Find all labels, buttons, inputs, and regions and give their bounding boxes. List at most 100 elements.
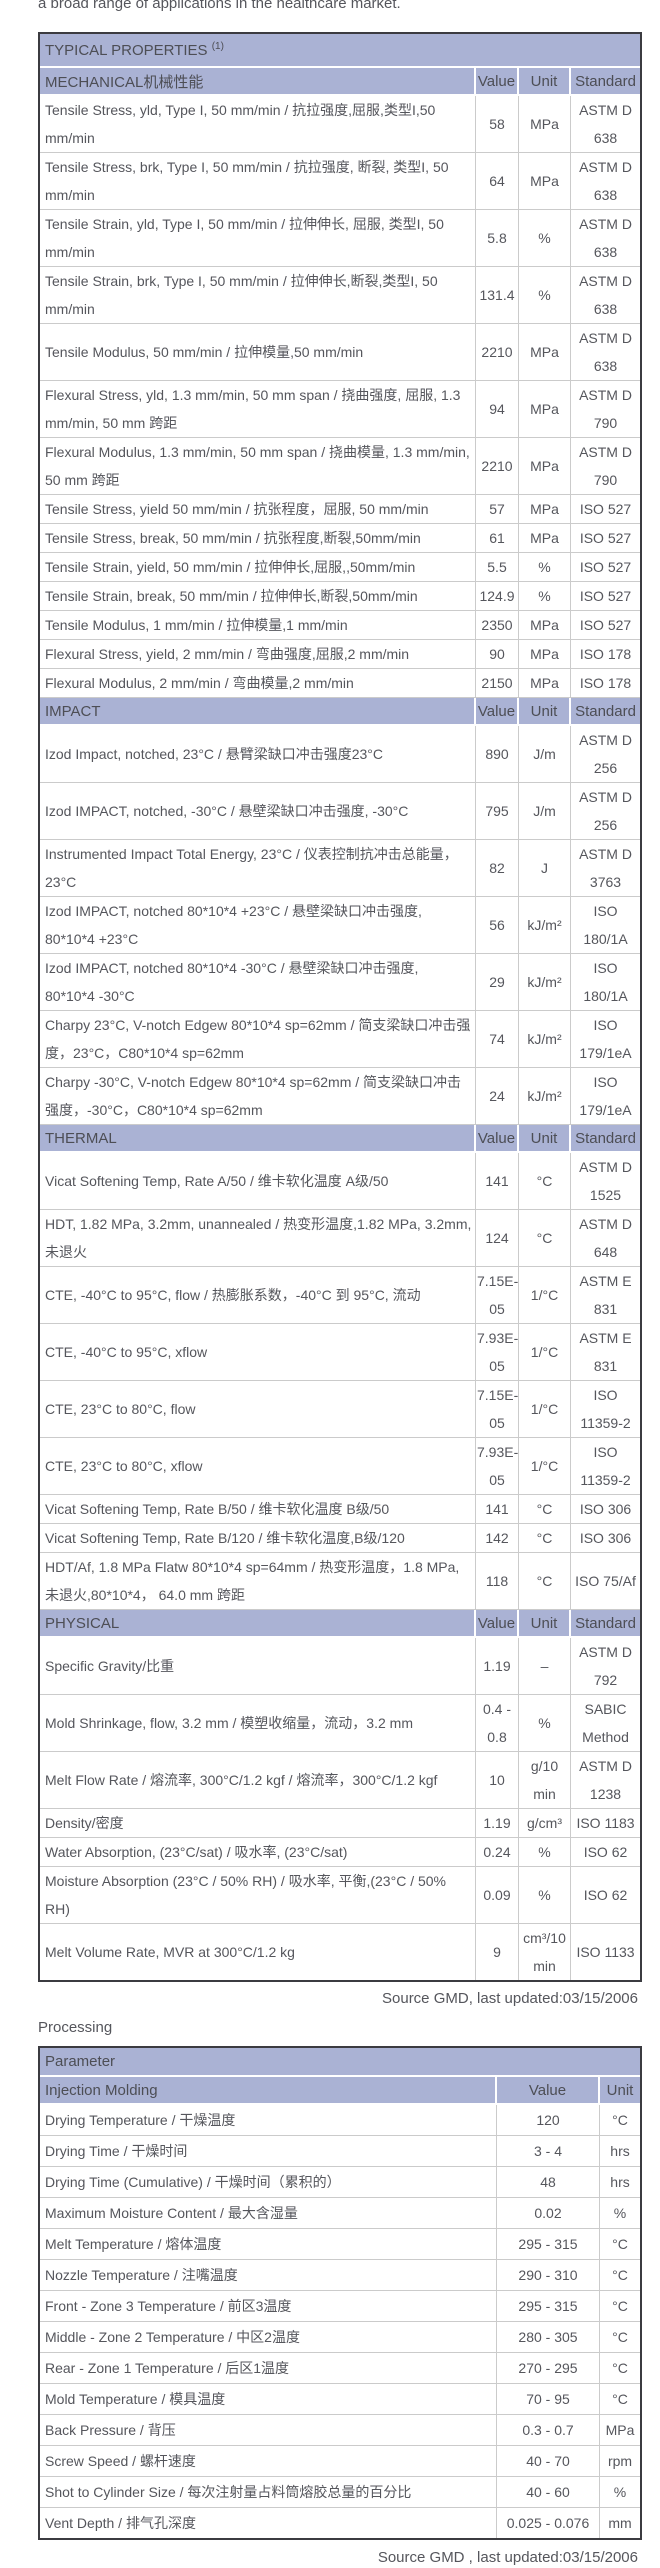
parameter-row: Drying Temperature / 干燥温度 120 °C — [40, 2105, 641, 2136]
standard-cell: ASTM E 831 — [571, 1267, 641, 1324]
value-cell: 124 — [476, 1210, 519, 1267]
property-row: Instrumented Impact Total Energy, 23°C /… — [40, 840, 641, 897]
injection-molding-header-cell: Injection Molding — [40, 2077, 497, 2105]
value-cell: 1.19 — [476, 1638, 519, 1695]
property-cell: Vicat Softening Temp, Rate B/50 / 维卡软化温度… — [40, 1495, 476, 1524]
value-cell: 1.19 — [476, 1809, 519, 1838]
property-cell: Flexural Stress, yld, 1.3 mm/min, 50 mm … — [40, 381, 476, 438]
property-row: Flexural Stress, yield, 2 mm/min / 弯曲强度,… — [40, 640, 641, 669]
property-row: Flexural Stress, yld, 1.3 mm/min, 50 mm … — [40, 381, 641, 438]
unit-cell: % — [519, 1695, 571, 1752]
standard-cell: ASTM D 638 — [571, 267, 641, 324]
section-header-row: MECHANICAL机械性能 Value Unit Standard — [40, 68, 641, 96]
standard-cell: ASTM D 638 — [571, 324, 641, 381]
value-cell: 48 — [497, 2167, 600, 2198]
source-note-bottom: Source GMD , last updated:03/15/2006 — [377, 2549, 638, 2566]
unit-cell: kJ/m² — [519, 954, 571, 1011]
property-cell: Charpy 23°C, V-notch Edgew 80*10*4 sp=62… — [40, 1011, 476, 1068]
standard-cell: ASTM D 256 — [571, 726, 641, 783]
value-cell: 10 — [476, 1752, 519, 1809]
column-header-unit: Unit — [519, 1125, 571, 1153]
unit-cell: °C — [519, 1210, 571, 1267]
property-row: Specific Gravity/比重 1.19– ASTM D 792 — [40, 1638, 641, 1695]
value-cell: 280 - 305 — [497, 2322, 600, 2353]
property-row: Charpy 23°C, V-notch Edgew 80*10*4 sp=62… — [40, 1011, 641, 1068]
value-cell: 0.02 — [497, 2198, 600, 2229]
unit-cell: % — [519, 1838, 571, 1867]
unit-cell: % — [600, 2477, 641, 2508]
property-row: Tensile Modulus, 50 mm/min / 拉伸模量,50 mm/… — [40, 324, 641, 381]
standard-cell: ISO 178 — [571, 640, 641, 669]
property-cell: Tensile Strain, break, 50 mm/min / 拉伸伸长,… — [40, 582, 476, 611]
property-cell: HDT, 1.82 MPa, 3.2mm, unannealed / 热变形温度… — [40, 1210, 476, 1267]
property-cell: CTE, -40°C to 95°C, xflow — [40, 1324, 476, 1381]
standard-cell: ISO 180/1A — [571, 954, 641, 1011]
source-note: Source GMD, last updated:03/15/2006 — [382, 1990, 638, 2007]
parameter-cell: Screw Speed / 螺杆速度 — [40, 2446, 497, 2477]
parameter-cell: Nozzle Temperature / 注嘴温度 — [40, 2260, 497, 2291]
processing-heading: Processing — [38, 2019, 113, 2036]
section-name: MECHANICAL机械性能 — [40, 68, 476, 96]
property-cell: Tensile Modulus, 50 mm/min / 拉伸模量,50 mm/… — [40, 324, 476, 381]
property-cell: Izod IMPACT, notched 80*10*4 +23°C / 悬壁梁… — [40, 897, 476, 954]
standard-cell: ASTM D 638 — [571, 153, 641, 210]
unit-cell: % — [519, 267, 571, 324]
standard-cell: ASTM D 648 — [571, 1210, 641, 1267]
parameter-row: Middle - Zone 2 Temperature / 中区2温度 280 -… — [40, 2322, 641, 2353]
unit-cell: % — [600, 2198, 641, 2229]
value-cell: 295 - 315 — [497, 2291, 600, 2322]
value-cell: 290 - 310 — [497, 2260, 600, 2291]
table-title-footnote-marker: (1) — [211, 41, 224, 52]
unit-cell: 1/°C — [519, 1324, 571, 1381]
column-header-standard: Standard — [571, 68, 641, 96]
property-cell: Instrumented Impact Total Energy, 23°C /… — [40, 840, 476, 897]
parameter-cell: Shot to Cylinder Size / 每次注射量占料筒熔胶总量的百分比 — [40, 2477, 497, 2508]
property-row: Charpy -30°C, V-notch Edgew 80*10*4 sp=6… — [40, 1068, 641, 1125]
parameter-row: Vent Depth / 排气孔深度 0.025 - 0.076 mm — [40, 2508, 640, 2538]
typical-properties-table: TYPICAL PROPERTIES (1) MECHANICAL机械性能 Val… — [38, 32, 643, 1982]
unit-cell: 1/°C — [519, 1267, 571, 1324]
standard-cell: ASTM D 790 — [571, 438, 641, 495]
parameter-cell: Melt Temperature / 熔体温度 — [40, 2229, 497, 2260]
unit-cell: kJ/m² — [519, 1011, 571, 1068]
property-cell: CTE, 23°C to 80°C, xflow — [40, 1438, 476, 1495]
parameter-header-cell: Parameter — [40, 2048, 641, 2077]
unit-cell: °C — [600, 2384, 641, 2415]
column-header-value: Value — [497, 2077, 600, 2105]
unit-cell: °C — [600, 2322, 641, 2353]
parameter-row: Maximum Moisture Content / 最大含湿量 0.02% — [40, 2198, 641, 2229]
property-row: Flexural Modulus, 1.3 mm/min, 50 mm span… — [40, 438, 641, 495]
value-cell: 40 - 60 — [497, 2477, 600, 2508]
processing-body: Drying Temperature / 干燥温度 120 °C Drying Tim… — [40, 2105, 641, 2538]
value-cell: 29 — [476, 954, 519, 1011]
column-header-value: Value — [476, 1125, 519, 1153]
value-cell: 0.24 — [476, 1838, 519, 1867]
unit-cell: °C — [519, 1524, 571, 1553]
unit-cell: % — [519, 210, 571, 267]
intro-text: a broad range of applications in the hea… — [38, 0, 401, 12]
property-row: Tensile Strain, yld, Type I, 50 mm/min /… — [40, 210, 641, 267]
unit-cell: J — [519, 840, 571, 897]
unit-cell: % — [519, 1867, 571, 1924]
property-row: Vicat Softening Temp, Rate B/120 / 维卡软化温… — [40, 1524, 641, 1553]
standard-cell: ASTM E 831 — [571, 1324, 641, 1381]
column-header-unit: Unit — [519, 68, 571, 96]
value-cell: 3 - 4 — [497, 2136, 600, 2167]
unit-cell: MPa — [600, 2415, 641, 2446]
value-cell: 94 — [476, 381, 519, 438]
unit-cell: MPa — [519, 611, 571, 640]
parameter-cell: Mold Temperature / 模具温度 — [40, 2384, 497, 2415]
value-cell: 7.93E-05 — [476, 1438, 519, 1495]
property-row: Mold Shrinkage, flow, 3.2 mm / 模塑收缩量，流动，… — [40, 1695, 641, 1752]
property-cell: CTE, 23°C to 80°C, flow — [40, 1381, 476, 1438]
value-cell: 7.93E-05 — [476, 1324, 519, 1381]
standard-cell: ASTM D 3763 — [571, 840, 641, 897]
property-cell: Tensile Stress, yield 50 mm/min / 抗张程度，屈… — [40, 495, 476, 524]
property-row: Tensile Stress, break, 50 mm/min / 抗张程度,… — [40, 524, 641, 553]
parameter-header-row: Parameter — [40, 2048, 641, 2077]
property-row: Tensile Strain, brk, Type I, 50 mm/min /… — [40, 267, 641, 324]
property-cell: Flexural Modulus, 1.3 mm/min, 50 mm span… — [40, 438, 476, 495]
property-row: Vicat Softening Temp, Rate A/50 / 维卡软化温度… — [40, 1153, 641, 1210]
value-cell: 2210 — [476, 438, 519, 495]
